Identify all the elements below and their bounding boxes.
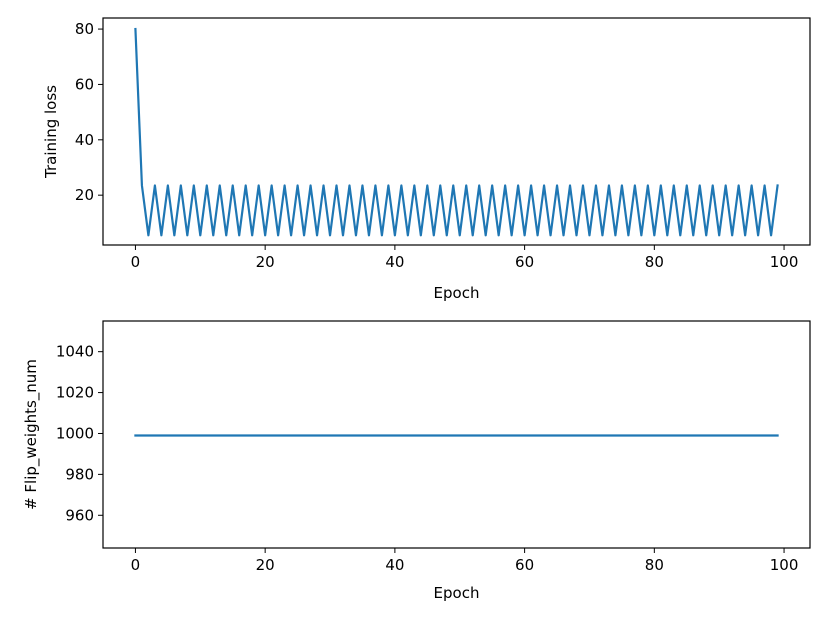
bottom-chart-xtick-label: 0 — [131, 556, 141, 574]
bottom-chart-ytick-label: 1020 — [56, 384, 94, 402]
bottom-chart-ytick-label: 980 — [65, 465, 94, 483]
top-chart-xlabel: Epoch — [434, 284, 480, 302]
bottom-chart-ylabel: # Flip_weights_num — [22, 359, 41, 510]
top-chart-axes-frame — [102, 17, 811, 246]
top-chart-yticks: 20 40 60 80 — [75, 20, 103, 204]
top-chart-xtick-label: 20 — [256, 253, 275, 271]
bottom-chart-xtick-label: 80 — [645, 556, 664, 574]
bottom-chart-xticks: 0 20 40 60 80 100 — [131, 548, 799, 574]
bottom-chart-yticks: 960 980 1000 1020 1040 — [56, 343, 103, 524]
top-chart-xtick-label: 0 — [131, 253, 141, 271]
top-chart-ytick-label: 60 — [75, 75, 94, 93]
bottom-chart-ytick-label: 1000 — [56, 424, 94, 442]
top-chart-ytick-label: 80 — [75, 20, 94, 38]
bottom-chart-xlabel: Epoch — [434, 584, 480, 602]
bottom-chart-ytick-label: 1040 — [56, 343, 94, 361]
top-chart-series-layer — [134, 27, 779, 237]
bottom-chart-panel: 0 20 40 60 80 100 960 980 1000 1020 1040 Epoch # … — [22, 320, 811, 602]
bottom-chart-xtick-label: 40 — [385, 556, 404, 574]
top-chart-xtick-label: 80 — [645, 253, 664, 271]
top-chart-ytick-label: 20 — [75, 186, 94, 204]
top-chart-ylabel: Training loss — [42, 85, 60, 179]
bottom-chart-xtick-label: 100 — [770, 556, 799, 574]
bottom-chart-axes-frame — [102, 320, 811, 549]
top-chart-panel: 0 20 40 60 80 100 20 40 60 80 Epoch Training los… — [42, 17, 811, 302]
bottom-chart-ytick-label: 960 — [65, 506, 94, 524]
top-chart-xtick-label: 100 — [770, 253, 799, 271]
top-chart-xticks: 0 20 40 60 80 100 — [131, 245, 799, 271]
top-chart-ytick-label: 40 — [75, 131, 94, 149]
top-chart-xtick-label: 60 — [515, 253, 534, 271]
top-chart-series-line-0 — [134, 27, 779, 237]
top-chart-xtick-label: 40 — [385, 253, 404, 271]
bottom-chart-xtick-label: 20 — [256, 556, 275, 574]
bottom-chart-xtick-label: 60 — [515, 556, 534, 574]
